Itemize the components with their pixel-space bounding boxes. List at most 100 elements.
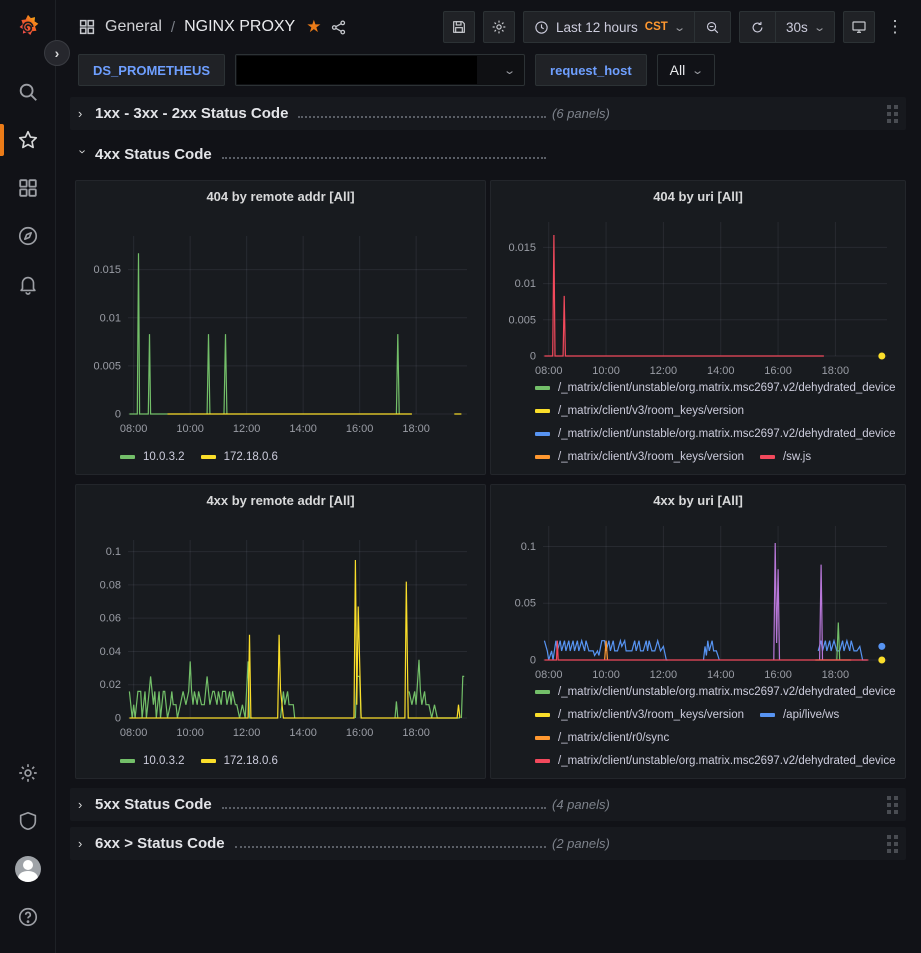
sidebar-item-explore[interactable] <box>0 212 56 260</box>
row-header-4xx[interactable]: › 4xx Status Code <box>70 138 906 171</box>
panel-title[interactable]: 4xx by uri [All] <box>653 493 743 508</box>
breadcrumb-dashboard-title[interactable]: NGINX PROXY <box>184 18 296 35</box>
dashboard-canvas: › 1xx - 3xx - 2xx Status Code (6 panels)… <box>56 97 921 860</box>
legend-label: /_matrix/client/unstable/org.matrix.msc2… <box>558 685 896 698</box>
chevron-right-icon: › <box>78 797 83 812</box>
svg-text:0.015: 0.015 <box>93 264 121 276</box>
search-icon <box>19 83 37 101</box>
refresh-interval-picker[interactable]: 30s ⌄ <box>775 12 834 42</box>
zoom-out-button[interactable] <box>694 12 730 42</box>
sidebar-expand-button[interactable]: › <box>44 40 70 66</box>
svg-text:10:00: 10:00 <box>176 423 204 435</box>
row-drag-handle[interactable] <box>887 104 898 123</box>
legend-item[interactable]: /_matrix/client/v3/room_keys/version <box>535 451 744 463</box>
timeseries-chart[interactable]: 08:00 10:00 12:00 14:00 16:00 18:00 0 0.05 0.1 <box>499 512 897 680</box>
chevron-down-icon: ⌄ <box>691 64 705 77</box>
variable-ds-prometheus-select[interactable]: ⌄ <box>235 54 526 86</box>
row-title: 1xx - 3xx - 2xx Status Code <box>95 105 289 122</box>
legend-item[interactable]: /_matrix/client/unstable/org.matrix.msc2… <box>535 755 896 767</box>
legend-item[interactable]: 10.0.3.2 <box>120 755 185 767</box>
row-header-6xx[interactable]: › 6xx > Status Code (2 panels) <box>70 827 906 860</box>
legend-item[interactable]: /_matrix/client/unstable/org.matrix.msc2… <box>535 382 896 394</box>
svg-text:0.06: 0.06 <box>100 613 121 625</box>
time-range-picker[interactable]: Last 12 hours CST ⌄ <box>524 12 694 42</box>
sidebar-item-search[interactable] <box>0 68 56 116</box>
svg-text:18:00: 18:00 <box>822 669 850 680</box>
row-drag-handle[interactable] <box>887 834 898 853</box>
legend-label: 10.0.3.2 <box>143 754 185 767</box>
share-icon[interactable] <box>330 19 347 36</box>
yellow-series-swatch <box>535 408 550 413</box>
legend-item[interactable]: /_matrix/client/v3/room_keys/version <box>535 709 744 721</box>
row-drag-handle[interactable] <box>887 795 898 814</box>
star-icon <box>18 130 37 149</box>
legend-item[interactable]: /_matrix/client/unstable/org.matrix.msc2… <box>535 686 896 698</box>
row-header-5xx[interactable]: › 5xx Status Code (4 panels) <box>70 788 906 821</box>
dashboard-settings-button[interactable] <box>482 11 515 43</box>
more-options-button[interactable]: ⋮ <box>886 17 904 36</box>
legend-item[interactable]: /api/live/ws <box>759 709 839 721</box>
sidebar-item-alerting[interactable] <box>0 260 56 308</box>
svg-text:0.01: 0.01 <box>100 312 121 324</box>
bell-icon <box>19 276 36 295</box>
time-picker-group: Last 12 hours CST ⌄ <box>522 11 731 43</box>
legend-label: 172.18.0.6 <box>223 450 278 463</box>
legend-item[interactable]: /sw.js <box>759 450 812 463</box>
legend-item[interactable]: /_matrix/client/v3/room_keys/version <box>535 405 744 417</box>
sidebar-item-starred[interactable] <box>0 116 56 164</box>
kiosk-mode-button[interactable] <box>843 11 875 43</box>
refresh-button[interactable] <box>740 12 775 42</box>
legend-item[interactable]: 10.0.3.2 <box>120 451 185 463</box>
sidebar-item-help[interactable] <box>0 893 56 941</box>
sidebar-item-server-admin[interactable] <box>0 797 56 845</box>
panel-title[interactable]: 404 by remote addr [All] <box>206 189 355 204</box>
panel-title[interactable]: 4xx by remote addr [All] <box>206 493 355 508</box>
sidebar-item-profile[interactable] <box>0 845 56 893</box>
request-host-value: All <box>669 62 686 78</box>
row-dotted-leader <box>221 807 546 809</box>
top-navigation: General / NGINX PROXY ★ <box>56 0 921 52</box>
legend-item[interactable]: /_matrix/client/r0/sync <box>535 732 669 744</box>
svg-text:18:00: 18:00 <box>402 727 430 739</box>
legend-item[interactable]: 172.18.0.6 <box>200 754 278 767</box>
legend-label: /sw.js <box>782 450 812 463</box>
timeseries-chart[interactable]: 08:00 10:00 12:00 14:00 16:00 18:00 0 0.005 0.01… <box>84 208 477 440</box>
chevron-right-icon: › <box>78 106 83 121</box>
timeseries-chart[interactable]: 08:00 10:00 12:00 14:00 16:00 18:00 0 0.02 0.04 0… <box>84 512 477 744</box>
chevron-down-icon: ⌄ <box>812 21 826 34</box>
svg-text:12:00: 12:00 <box>650 669 678 680</box>
save-dashboard-button[interactable] <box>442 11 475 43</box>
variable-request-host-select[interactable]: All ⌄ <box>656 54 716 86</box>
timeseries-chart[interactable]: 08:00 10:00 12:00 14:00 16:00 18:00 0 0.005 0.01… <box>499 208 897 376</box>
svg-text:08:00: 08:00 <box>120 423 148 435</box>
help-icon <box>18 907 37 927</box>
svg-text:0: 0 <box>115 409 121 421</box>
chevron-down-icon: ⌄ <box>502 64 516 77</box>
variable-request-host-label[interactable]: request_host <box>535 54 647 86</box>
legend-item[interactable]: 172.18.0.6 <box>200 450 278 463</box>
svg-text:16:00: 16:00 <box>346 423 374 435</box>
row-title: 5xx Status Code <box>95 796 212 813</box>
row-dotted-leader <box>298 116 546 118</box>
dashboards-icon <box>18 179 37 197</box>
legend-item[interactable]: /_matrix/client/unstable/org.matrix.msc2… <box>535 428 896 440</box>
time-range-label: Last 12 hours <box>555 19 638 35</box>
green-series-swatch <box>535 689 550 694</box>
yellow-series-swatch <box>535 712 550 717</box>
panel-title[interactable]: 404 by uri [All] <box>653 189 743 204</box>
compass-icon <box>18 226 37 246</box>
legend-label: /_matrix/client/v3/room_keys/version <box>558 708 744 721</box>
shield-icon <box>19 811 36 831</box>
orange-series-swatch <box>535 735 550 740</box>
breadcrumb-folder[interactable]: General <box>105 18 162 35</box>
grafana-logo[interactable] <box>13 12 43 42</box>
sidebar-item-configuration[interactable] <box>0 749 56 797</box>
legend-label: 172.18.0.6 <box>223 754 278 767</box>
variable-ds-prometheus-label[interactable]: DS_PROMETHEUS <box>78 54 226 86</box>
svg-text:14:00: 14:00 <box>707 669 735 680</box>
svg-text:16:00: 16:00 <box>764 365 792 376</box>
favorite-star-icon[interactable]: ★ <box>306 17 322 36</box>
sidebar-item-dashboards[interactable] <box>0 164 56 212</box>
gear-icon <box>18 764 37 782</box>
row-header-1xx-3xx-2xx[interactable]: › 1xx - 3xx - 2xx Status Code (6 panels) <box>70 97 906 130</box>
